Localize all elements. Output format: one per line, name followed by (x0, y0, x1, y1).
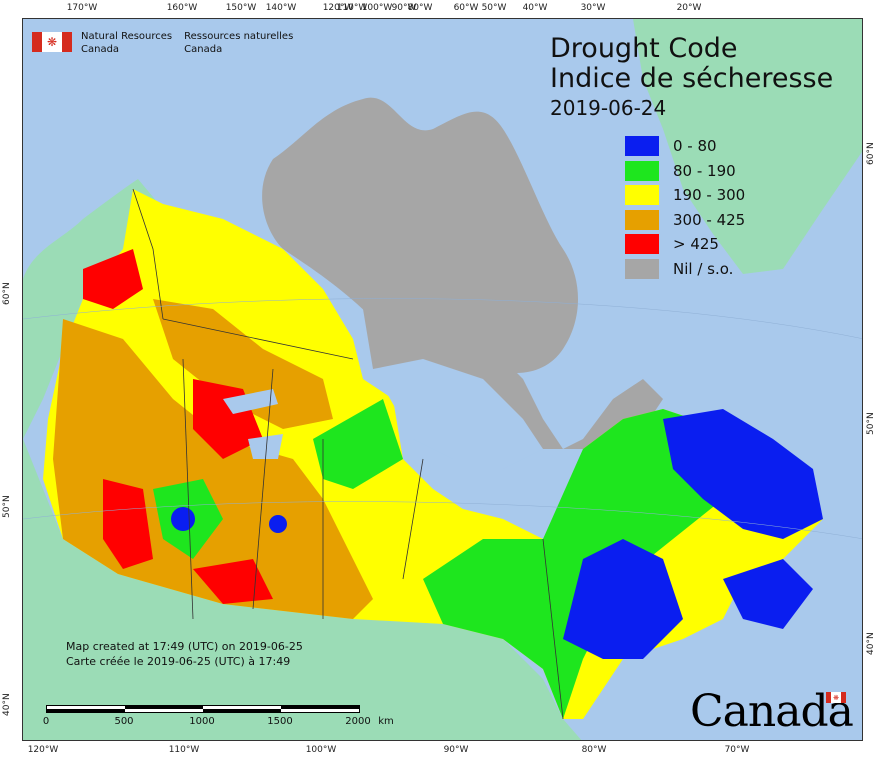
legend: 0 - 80 80 - 190 190 - 300 300 - 425 > 425 Nil… (625, 134, 745, 281)
dc-80-190-manitoba (313, 399, 403, 489)
scale-label: 2000 (345, 716, 371, 727)
dc-0-80-quebec (663, 409, 823, 539)
tick-top: 50°W (481, 3, 507, 13)
tick-top: 160°W (166, 3, 198, 13)
dc-300-425-north (153, 299, 333, 429)
tick-bottom: 70°W (724, 745, 750, 755)
tick-left: 60°N (2, 282, 12, 305)
agency-en-line2: Canada (81, 44, 120, 55)
map-date: 2019-06-24 (550, 96, 667, 120)
usa-land (23, 439, 582, 740)
legend-item: > 425 (625, 232, 745, 257)
greenland-land (633, 19, 862, 274)
dc-over-425-bc (103, 479, 153, 569)
map-area (22, 18, 863, 741)
scale-label: 1000 (189, 716, 215, 727)
provincial-borders (132, 188, 564, 720)
legend-item: 300 - 425 (625, 208, 745, 233)
agency-signature: ❋ Natural Resources Canada Ressources na… (32, 30, 305, 56)
agency-en-line1: Natural Resources (81, 31, 173, 42)
tick-bottom: 90°W (443, 745, 469, 755)
tick-bottom: 110°W (168, 745, 200, 755)
credit-french: Carte créée le 2019-06-25 (UTC) à 17:49 (66, 655, 291, 668)
scale-labels: 0 500 1000 1500 2000 km (42, 713, 406, 727)
tick-top: 170°W (66, 3, 98, 13)
canada-flag-icon: ❋ (32, 32, 72, 52)
dc-over-425-yukon (83, 249, 143, 309)
dc-0-80-spot (171, 507, 195, 531)
wordmark-flag-icon: ❋ (826, 692, 846, 703)
scale-label: 1500 (267, 716, 293, 727)
scale-label: 0 (42, 716, 50, 727)
tick-bottom: 120°W (27, 745, 59, 755)
tick-top: 20°W (676, 3, 702, 13)
tick-right: 40°N (866, 632, 876, 655)
legend-label: > 425 (673, 235, 719, 254)
tick-top: 40°W (522, 3, 548, 13)
tick-top: 90°W (391, 3, 417, 13)
legend-item: 190 - 300 (625, 183, 745, 208)
tick-left: 40°N (2, 693, 12, 716)
tick-top: 30°W (580, 3, 606, 13)
title-english: Drought Code (550, 33, 738, 64)
scale-bar: 0 500 1000 1500 2000 km (42, 705, 406, 727)
hudson-region-nil (363, 309, 663, 449)
drought-map (23, 19, 862, 740)
tick-right: 60°N (866, 142, 876, 165)
dc-over-425-sask (193, 559, 273, 604)
legend-swatch (625, 258, 659, 279)
agency-name-fr: Ressources naturelles Canada (184, 30, 293, 56)
scale-bar-graphic (46, 705, 360, 713)
agency-fr-line1: Ressources naturelles (184, 31, 294, 42)
great-slave-lake (223, 389, 278, 414)
agency-name-en: Natural Resources Canada (81, 30, 172, 56)
legend-swatch (625, 136, 659, 157)
legend-label: 0 - 80 (673, 137, 717, 156)
scale-label: 500 (114, 716, 134, 727)
hudson-bay (373, 359, 543, 469)
map-title: Drought Code Indice de sécheresse (550, 34, 833, 94)
title-french: Indice de sécheresse (550, 63, 834, 94)
dc-0-80-spot (269, 515, 287, 533)
tick-top: 150°W (225, 3, 257, 13)
scale-unit: km (378, 716, 394, 727)
legend-swatch (625, 160, 659, 181)
tick-left: 50°N (2, 495, 12, 518)
dc-0-80-maritimes (723, 559, 813, 629)
graticule (23, 298, 862, 539)
legend-swatch (625, 234, 659, 255)
legend-swatch (625, 185, 659, 206)
tick-top: 120°W (322, 3, 354, 13)
legend-item: 80 - 190 (625, 159, 745, 184)
dc-0-80-southeast (563, 539, 683, 659)
tick-bottom: 80°W (581, 745, 607, 755)
legend-label: 80 - 190 (673, 161, 736, 180)
tick-top: 140°W (265, 3, 297, 13)
credit-english: Map created at 17:49 (UTC) on 2019-06-25 (66, 640, 303, 653)
map-credit: Map created at 17:49 (UTC) on 2019-06-25… (66, 639, 303, 669)
legend-label: 190 - 300 (673, 186, 746, 205)
tick-top: 80°W (407, 3, 433, 13)
legend-item: 0 - 80 (625, 134, 745, 159)
great-bear-lake (248, 434, 283, 459)
arctic-islands (262, 97, 578, 373)
tick-right: 50°N (866, 412, 876, 435)
agency-fr-line2: Canada (184, 44, 223, 55)
legend-label: 300 - 425 (673, 210, 746, 229)
tick-top: 60°W (453, 3, 479, 13)
legend-swatch (625, 209, 659, 230)
legend-item: Nil / s.o. (625, 257, 745, 282)
legend-label: Nil / s.o. (673, 259, 734, 278)
tick-bottom: 100°W (305, 745, 337, 755)
tick-top: 100°W (361, 3, 393, 13)
tick-top: 110°W (336, 3, 368, 13)
